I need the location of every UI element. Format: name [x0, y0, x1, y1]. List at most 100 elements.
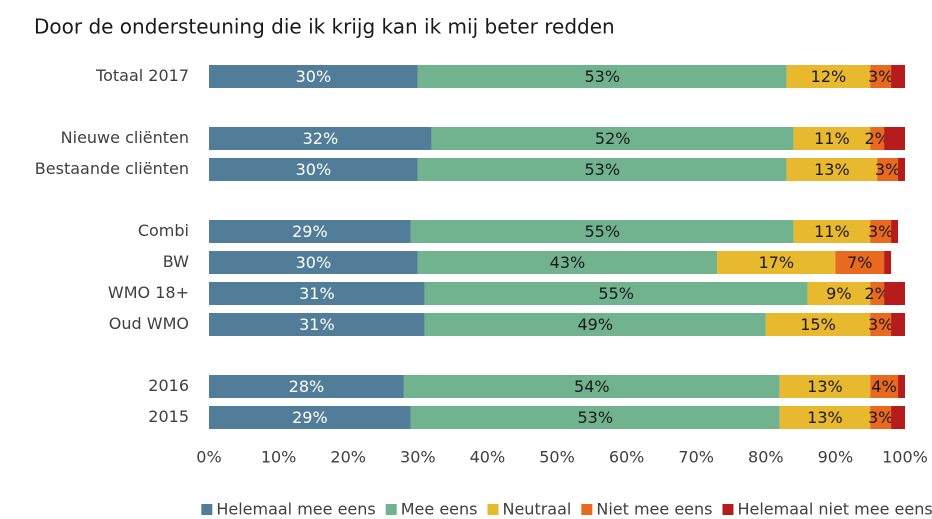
value-label: 30% [296, 67, 332, 86]
x-tick-label: 30% [400, 448, 436, 467]
value-label: 13% [807, 408, 843, 427]
value-label: 54% [574, 377, 610, 396]
bar-segment [403, 375, 780, 398]
bar-segment [884, 127, 905, 150]
bar-segment [431, 127, 794, 150]
x-tick-label: 20% [330, 448, 366, 467]
category-label: Oud WMO [109, 314, 189, 333]
bar-segment [877, 158, 899, 181]
category-label: 2015 [148, 407, 189, 426]
bar-segment [209, 158, 418, 181]
legend-swatch [722, 504, 734, 515]
bar-segment [417, 158, 787, 181]
bar-segment [209, 282, 425, 305]
bar-segment [717, 251, 836, 274]
value-label: 55% [598, 284, 634, 303]
bar-segment [870, 65, 892, 88]
value-label: 11% [814, 129, 850, 148]
legend-label: Helemaal mee eens [216, 500, 375, 519]
value-label: 13% [807, 377, 843, 396]
x-tick-label: 0% [196, 448, 221, 467]
legend-label: Niet mee eens [596, 500, 712, 519]
bar-segment [793, 220, 871, 243]
bar-segment [870, 220, 892, 243]
legend-item: Mee eens [385, 500, 478, 519]
bar-segment [891, 220, 899, 243]
bar-segment [884, 282, 905, 305]
bar-segment [410, 406, 780, 429]
bar-segment [410, 220, 794, 243]
bar-segment [786, 65, 871, 88]
bar-segment [209, 406, 411, 429]
bar-segment [835, 251, 885, 274]
x-tick-label: 70% [678, 448, 714, 467]
value-label: 2% [864, 284, 889, 303]
bar-segment [209, 65, 418, 88]
bar-segment [898, 375, 905, 398]
bar-segment [884, 251, 892, 274]
value-label: 9% [826, 284, 851, 303]
chart-title: Door de ondersteuning die ik krijg kan i… [34, 15, 615, 39]
bar-segment [424, 313, 766, 336]
value-label: 28% [289, 377, 325, 396]
x-tick-label: 50% [539, 448, 575, 467]
bar-segment [870, 282, 885, 305]
value-label: 53% [584, 160, 620, 179]
bar-segment [209, 313, 425, 336]
value-label: 31% [299, 315, 335, 334]
bar-segment [891, 313, 905, 336]
value-label: 49% [577, 315, 613, 334]
value-label: 43% [550, 253, 586, 272]
x-tick-label: 90% [818, 448, 854, 467]
value-label: 31% [299, 284, 335, 303]
category-label: WMO 18+ [108, 283, 189, 302]
category-label: BW [163, 252, 189, 271]
value-label: 3% [875, 160, 900, 179]
value-label: 12% [811, 67, 847, 86]
bar-segment [424, 282, 808, 305]
legend-label: Neutraal [502, 500, 571, 519]
value-label: 3% [868, 222, 893, 241]
x-tick-label: 10% [261, 448, 297, 467]
bar-segment [898, 158, 905, 181]
legend-label: Helemaal niet mee eens [737, 500, 932, 519]
value-label: 13% [814, 160, 850, 179]
bar-segment [870, 127, 885, 150]
value-label: 4% [871, 377, 896, 396]
bar-segment [786, 158, 878, 181]
bar-segment [807, 282, 871, 305]
bar-segment [793, 127, 871, 150]
bar-segment [870, 406, 892, 429]
value-label: 29% [292, 408, 328, 427]
value-label: 29% [292, 222, 328, 241]
bar-segment [417, 65, 787, 88]
bar-segment [891, 65, 905, 88]
legend-item: Niet mee eens [581, 500, 712, 519]
value-label: 15% [800, 315, 836, 334]
category-label: Bestaande cliënten [35, 159, 189, 178]
bar-segment [209, 375, 404, 398]
legend-item: Helemaal mee eens [201, 500, 376, 519]
value-label: 3% [868, 408, 893, 427]
bar-segment [891, 406, 905, 429]
bar-segment [417, 251, 718, 274]
x-tick-label: 40% [470, 448, 506, 467]
value-label: 55% [584, 222, 620, 241]
legend-swatch [385, 504, 397, 515]
value-label: 30% [296, 160, 332, 179]
legend-label: Mee eens [401, 500, 478, 519]
bar-segment [209, 251, 418, 274]
category-label: Nieuwe cliënten [61, 128, 189, 147]
x-tick-label: 60% [609, 448, 645, 467]
value-label: 11% [814, 222, 850, 241]
bar-segment [870, 313, 892, 336]
bar-segment [779, 406, 871, 429]
legend-swatch [201, 504, 213, 515]
legend-item: Neutraal [487, 500, 571, 519]
value-label: 32% [303, 129, 339, 148]
category-label: 2016 [148, 376, 189, 395]
value-label: 53% [577, 408, 613, 427]
bar-segment [209, 127, 432, 150]
legend-swatch [487, 504, 499, 515]
